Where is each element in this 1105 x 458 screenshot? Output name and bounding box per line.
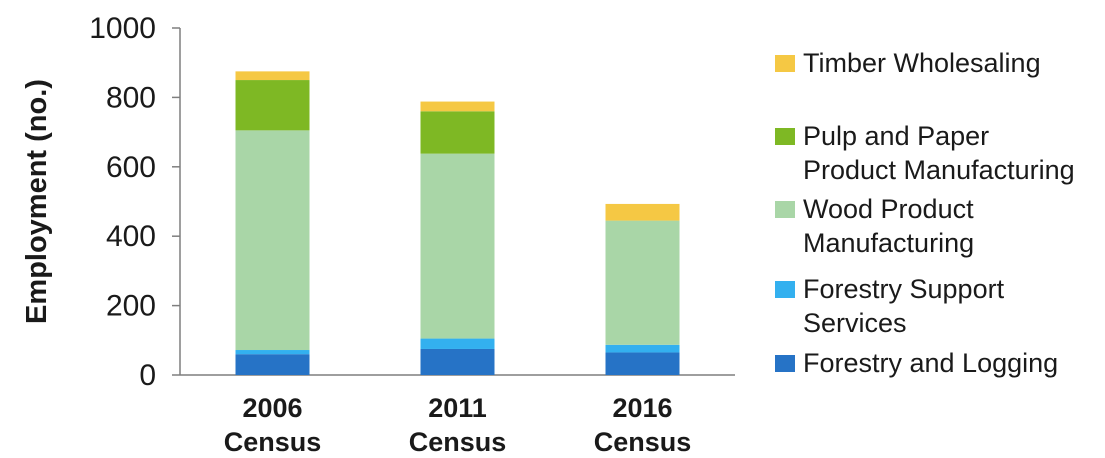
legend-label-line: Pulp and Paper [803, 121, 989, 151]
x-category-label: 2016 Census [594, 393, 692, 457]
bar-segment [420, 111, 495, 154]
bar-segment [420, 338, 495, 349]
legend-label: Pulp and Paper Product Manufacturing [803, 121, 1075, 185]
legend-label: Forestry and Logging [803, 348, 1058, 378]
legend-label-line: Forestry Support [803, 274, 1005, 304]
x-category-label: 2006 Census [224, 393, 322, 457]
bar-segment [605, 220, 680, 345]
bar-segment [605, 352, 680, 375]
x-category-label-line: 2006 [242, 393, 302, 423]
y-axis-ticks: 0 200 400 600 800 1000 [89, 12, 180, 392]
legend-label-line: Timber Wholesaling [803, 48, 1041, 78]
legend-label: Wood Product Manufacturing [803, 194, 974, 258]
y-tick-label: 1000 [89, 12, 156, 45]
bar-segment [235, 71, 310, 81]
bar-segment [420, 101, 495, 112]
legend-swatch [775, 55, 795, 72]
legend-swatch [775, 201, 795, 218]
y-tick-label: 200 [106, 290, 156, 323]
legend-label: Timber Wholesaling [803, 48, 1041, 78]
bar-segment [420, 348, 495, 375]
bar-segment [235, 354, 310, 375]
x-category-label: 2011 Census [409, 393, 507, 457]
x-category-label-line: Census [409, 427, 507, 457]
legend-label-line: Forestry and Logging [803, 348, 1058, 378]
x-category-label-line: Census [594, 427, 692, 457]
bar-segment [235, 350, 310, 355]
legend-label-line: Product Manufacturing [803, 155, 1075, 185]
legend-label-line: Wood Product [803, 194, 974, 224]
legend-swatch [775, 281, 795, 298]
y-axis-label-group: Employment (no.) [21, 79, 53, 324]
bar-segment [235, 130, 310, 351]
y-tick-label: 0 [139, 359, 156, 392]
x-category-label-line: Census [224, 427, 322, 457]
y-axis-label: Employment (no.) [21, 79, 53, 324]
bar-segment [605, 344, 680, 353]
x-category-label-line: 2011 [428, 393, 487, 423]
bars [235, 71, 680, 375]
bar-segment [235, 80, 310, 131]
y-tick-label: 600 [106, 151, 156, 184]
bar-segment [605, 203, 680, 221]
bar-segment [420, 153, 495, 339]
y-tick-label: 800 [106, 81, 156, 114]
legend-swatch [775, 128, 795, 145]
legend-label-line: Services [803, 308, 907, 338]
legend: Timber Wholesaling Pulp and Paper Product … [775, 48, 1075, 378]
y-tick-label: 400 [106, 220, 156, 253]
x-axis-category-labels: 2006 Census 2011 Census 2016 Census [224, 393, 692, 457]
legend-label: Forestry Support Services [803, 274, 1005, 338]
legend-swatch [775, 355, 795, 372]
x-category-label-line: 2016 [612, 393, 672, 423]
legend-label-line: Manufacturing [803, 228, 974, 258]
